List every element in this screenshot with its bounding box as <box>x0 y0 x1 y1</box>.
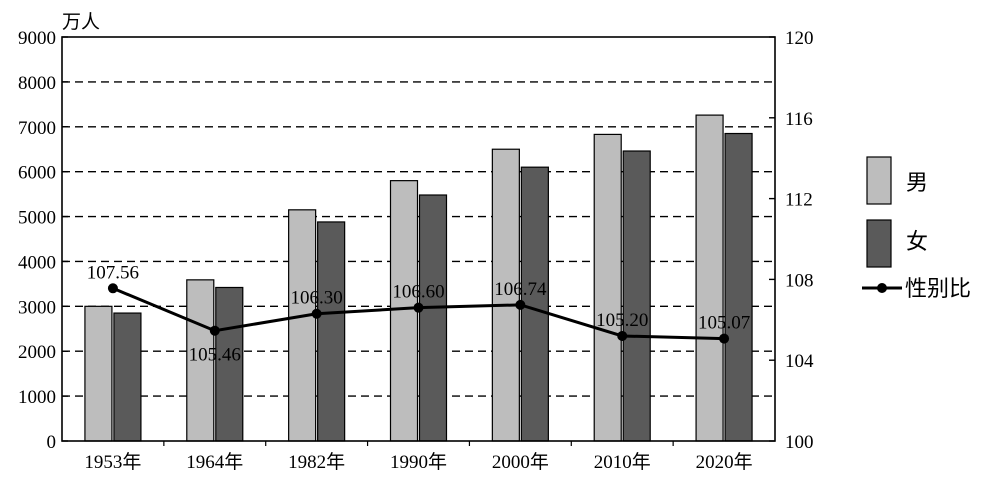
y-axis-ticks: 0 1000 2000 3000 4000 5000 6000 7000 8000 9000 <box>18 28 68 453</box>
sex-ratio-point <box>209 325 220 336</box>
y-tick-label: 8000 <box>18 73 56 94</box>
y2-tick-label: 100 <box>785 432 814 453</box>
bar-female <box>418 194 448 442</box>
x-tick-label: 2000年 <box>492 451 549 473</box>
axes <box>61 36 776 442</box>
y-tick-label: 5000 <box>18 208 56 229</box>
y2-tick-label: 108 <box>785 270 814 291</box>
legend-label-female: 女 <box>906 230 928 255</box>
x-tick-label: 2020年 <box>696 451 753 473</box>
bar-male <box>288 209 317 442</box>
bar-female <box>724 132 753 442</box>
y-tick-label: 3000 <box>18 297 56 318</box>
bar-male <box>84 305 113 442</box>
y-tick-label: 0 <box>47 432 57 453</box>
plot-frame <box>61 36 776 442</box>
y2-axis-ticks: 100 104 108 112 116 120 <box>769 28 814 453</box>
bar-male <box>389 180 419 442</box>
sex-ratio-label: 106.60 <box>392 282 444 303</box>
bar-female <box>317 221 346 442</box>
sex-ratio-label: 105.46 <box>189 345 241 366</box>
y-axis-unit-label: 万人 <box>62 11 100 33</box>
bar-male <box>593 133 622 442</box>
y-tick-label: 9000 <box>18 28 56 49</box>
sex-ratio-label: 105.20 <box>596 310 648 331</box>
y-tick-label: 6000 <box>18 163 56 184</box>
y-tick-label: 1000 <box>18 387 56 408</box>
sex-ratio-line <box>107 283 730 344</box>
bars <box>84 114 753 442</box>
legend-line-marker <box>877 283 887 293</box>
y2-tick-label: 112 <box>785 190 813 211</box>
bar-male <box>186 279 215 442</box>
sex-ratio-label: 107.56 <box>87 262 139 283</box>
y-tick-label: 7000 <box>18 118 56 139</box>
y-tick-label: 2000 <box>18 342 56 363</box>
x-tick-label: 2010年 <box>594 451 651 473</box>
legend-label-male: 男 <box>906 171 928 196</box>
bar-male <box>695 114 724 442</box>
x-tick-label: 1982年 <box>288 451 345 473</box>
y2-tick-label: 116 <box>785 109 813 130</box>
legend-label-ratio: 性别比 <box>905 277 971 302</box>
y2-tick-label: 104 <box>785 351 814 372</box>
x-tick-label: 1964年 <box>186 451 243 473</box>
x-axis-ticks: 1953年 1964年 1982年 1990年 2000年 2010年 2020年 <box>84 441 753 473</box>
sex-ratio-label: 105.07 <box>698 313 750 334</box>
sex-ratio-label: 106.30 <box>291 288 343 309</box>
sex-ratio-point <box>719 333 730 344</box>
gridlines <box>62 81 775 397</box>
sex-ratio-point <box>617 330 628 341</box>
sex-ratio-label: 106.74 <box>494 279 547 300</box>
y-tick-label: 4000 <box>18 252 56 273</box>
x-tick-label: 1953年 <box>84 451 141 473</box>
legend-swatch-male <box>866 156 892 205</box>
sex-ratio-point <box>107 283 118 294</box>
bar-female <box>622 150 651 442</box>
y2-tick-label: 120 <box>785 28 814 49</box>
sex-ratio-point <box>515 299 526 310</box>
sex-ratio-point <box>413 302 424 313</box>
legend-swatch-female <box>866 219 892 268</box>
data-labels: 107.56 105.46 106.30 106.60 106.74 105.20 105.… <box>87 262 750 365</box>
sex-ratio-point <box>311 308 322 319</box>
bar-female <box>520 166 549 442</box>
x-tick-label: 1990年 <box>390 451 447 473</box>
bar-female <box>113 312 142 442</box>
